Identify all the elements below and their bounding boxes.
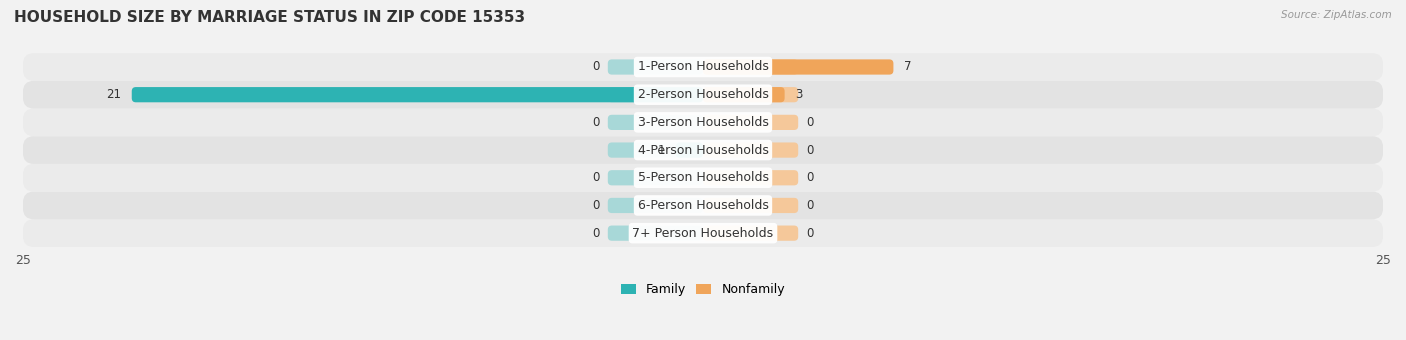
FancyBboxPatch shape [703,87,799,102]
FancyBboxPatch shape [607,225,703,241]
FancyBboxPatch shape [676,142,703,158]
Text: HOUSEHOLD SIZE BY MARRIAGE STATUS IN ZIP CODE 15353: HOUSEHOLD SIZE BY MARRIAGE STATUS IN ZIP… [14,10,526,25]
FancyBboxPatch shape [703,59,893,74]
Text: 0: 0 [807,171,814,184]
Text: 0: 0 [592,227,599,240]
Text: 6-Person Households: 6-Person Households [637,199,769,212]
FancyBboxPatch shape [22,108,1384,136]
Text: 4-Person Households: 4-Person Households [637,143,769,157]
Text: 2-Person Households: 2-Person Households [637,88,769,101]
FancyBboxPatch shape [703,142,799,158]
Text: 1: 1 [658,143,665,157]
Text: 7: 7 [904,61,912,73]
FancyBboxPatch shape [703,170,799,185]
Text: 0: 0 [592,61,599,73]
Text: 7+ Person Households: 7+ Person Households [633,227,773,240]
Text: 3: 3 [796,88,803,101]
FancyBboxPatch shape [607,59,703,74]
FancyBboxPatch shape [607,87,703,102]
Text: 0: 0 [807,143,814,157]
FancyBboxPatch shape [22,136,1384,164]
Text: 0: 0 [807,116,814,129]
FancyBboxPatch shape [132,87,703,102]
Text: 0: 0 [592,116,599,129]
FancyBboxPatch shape [607,115,703,130]
FancyBboxPatch shape [703,87,785,102]
Text: 5-Person Households: 5-Person Households [637,171,769,184]
Text: 0: 0 [592,171,599,184]
FancyBboxPatch shape [22,192,1384,219]
FancyBboxPatch shape [703,115,799,130]
Text: 0: 0 [592,199,599,212]
Legend: Family, Nonfamily: Family, Nonfamily [616,278,790,302]
FancyBboxPatch shape [703,198,799,213]
Text: 1-Person Households: 1-Person Households [637,61,769,73]
Text: 3-Person Households: 3-Person Households [637,116,769,129]
FancyBboxPatch shape [703,59,799,74]
Text: Source: ZipAtlas.com: Source: ZipAtlas.com [1281,10,1392,20]
FancyBboxPatch shape [703,225,799,241]
FancyBboxPatch shape [22,219,1384,247]
FancyBboxPatch shape [22,53,1384,81]
FancyBboxPatch shape [607,142,703,158]
Text: 21: 21 [105,88,121,101]
Text: 0: 0 [807,227,814,240]
FancyBboxPatch shape [22,164,1384,192]
FancyBboxPatch shape [22,81,1384,108]
FancyBboxPatch shape [607,170,703,185]
Text: 0: 0 [807,199,814,212]
FancyBboxPatch shape [607,198,703,213]
